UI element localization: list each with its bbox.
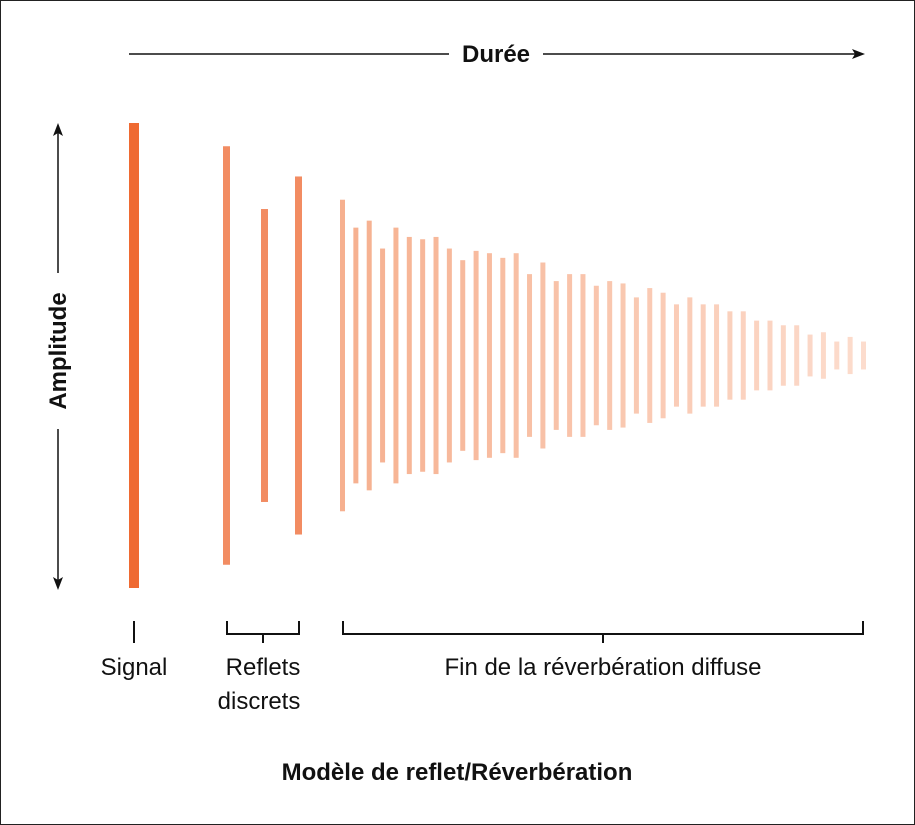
discrete-bracket	[226, 621, 300, 643]
duration-label: Durée	[461, 41, 531, 68]
arrowhead-down-icon	[53, 577, 63, 590]
diffuse-label: Fin de la réverbération diffuse	[444, 654, 762, 681]
diagram-title: Modèle de reflet/Réverbération	[281, 759, 633, 786]
arrowhead-right-icon	[852, 49, 865, 59]
discrete-reflection-bar	[223, 146, 230, 565]
diffuse-reverb-bar	[486, 253, 492, 458]
diffuse-reverb-bar	[807, 334, 813, 377]
diffuse-reverb-bar	[620, 283, 626, 428]
diffuse-reverb-bar	[353, 227, 359, 484]
signal-bar	[129, 123, 139, 588]
diffuse-reverb-bar	[861, 341, 866, 370]
discrete-label-line1: Reflets	[225, 654, 301, 681]
diffuse-reverb-bar	[473, 250, 479, 461]
diffuse-bracket	[342, 621, 864, 643]
diffuse-reverb-bar	[660, 292, 666, 419]
diffuse-reverb-bar	[366, 220, 372, 491]
diffuse-reverb-bar	[527, 274, 533, 437]
diffuse-reverb-bar	[420, 239, 426, 472]
diffuse-reverb-bar	[820, 332, 826, 379]
diffuse-reverb-bar	[673, 304, 679, 407]
diffuse-reverb-bar	[767, 320, 773, 391]
diffuse-reverb-bar	[446, 248, 452, 463]
diffuse-reverb-bar	[393, 227, 399, 484]
arrowhead-up-icon	[53, 123, 63, 136]
diffuse-reverb-bar	[513, 253, 519, 458]
diffuse-reverb-bar	[540, 262, 546, 449]
diffuse-reverb-bar	[340, 199, 345, 512]
discrete-label-line2: discrets	[217, 688, 301, 715]
signal-label: Signal	[100, 654, 168, 681]
diffuse-reverb-bar	[607, 281, 613, 430]
diffuse-reverb-bar	[500, 257, 506, 454]
discrete-reflection-bar	[295, 176, 302, 535]
diffuse-reverb-bar	[834, 341, 840, 370]
diffuse-reverb-bar	[740, 311, 746, 400]
amplitude-label: Amplitude	[45, 292, 72, 409]
diffuse-reverb-bar	[714, 304, 720, 407]
diffuse-reverb-bar	[433, 236, 439, 475]
diffuse-reverb-bar	[647, 288, 653, 423]
discrete-reflection-bar	[261, 209, 268, 502]
diffuse-reverb-bar	[700, 304, 706, 407]
diffuse-reverb-bar	[593, 285, 599, 426]
diffuse-reverb-bar	[567, 274, 573, 437]
diffuse-reverb-bar	[380, 248, 386, 463]
diffuse-reverb-bar	[687, 297, 693, 414]
diffuse-reverb-bar	[847, 336, 853, 375]
diffuse-reverb-bar	[633, 297, 639, 414]
diffuse-reverb-bar	[780, 325, 786, 386]
diffuse-reverb-bar	[794, 325, 800, 386]
diffuse-reverb-bar	[553, 281, 559, 430]
diffuse-reverb-bar	[754, 320, 760, 391]
diffuse-reverb-bar	[727, 311, 733, 400]
diffuse-reverb-bar	[460, 260, 466, 451]
diffuse-reverb-bar	[580, 274, 586, 437]
diffuse-reverb-bar	[406, 236, 412, 475]
